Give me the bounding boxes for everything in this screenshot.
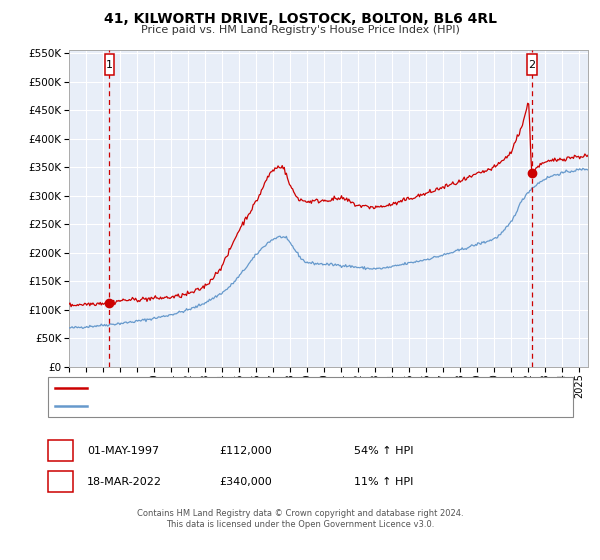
Text: HPI: Average price, detached house, Bolton: HPI: Average price, detached house, Bolt…: [93, 402, 305, 411]
Text: 1: 1: [106, 60, 113, 69]
Text: 54% ↑ HPI: 54% ↑ HPI: [354, 446, 413, 456]
Text: 01-MAY-1997: 01-MAY-1997: [87, 446, 159, 456]
Text: 41, KILWORTH DRIVE, LOSTOCK, BOLTON, BL6 4RL: 41, KILWORTH DRIVE, LOSTOCK, BOLTON, BL6…: [104, 12, 497, 26]
Text: 2: 2: [529, 60, 536, 69]
Text: 41, KILWORTH DRIVE, LOSTOCK, BOLTON, BL6 4RL (detached house): 41, KILWORTH DRIVE, LOSTOCK, BOLTON, BL6…: [93, 383, 428, 393]
Text: £340,000: £340,000: [219, 477, 272, 487]
Text: Contains HM Land Registry data © Crown copyright and database right 2024.: Contains HM Land Registry data © Crown c…: [137, 509, 463, 518]
Text: £112,000: £112,000: [219, 446, 272, 456]
Text: Price paid vs. HM Land Registry's House Price Index (HPI): Price paid vs. HM Land Registry's House …: [140, 25, 460, 35]
Text: 1: 1: [57, 446, 64, 456]
Text: 2: 2: [57, 477, 64, 487]
FancyBboxPatch shape: [104, 54, 114, 75]
Text: 18-MAR-2022: 18-MAR-2022: [87, 477, 162, 487]
Text: This data is licensed under the Open Government Licence v3.0.: This data is licensed under the Open Gov…: [166, 520, 434, 529]
FancyBboxPatch shape: [527, 54, 537, 75]
Text: 11% ↑ HPI: 11% ↑ HPI: [354, 477, 413, 487]
